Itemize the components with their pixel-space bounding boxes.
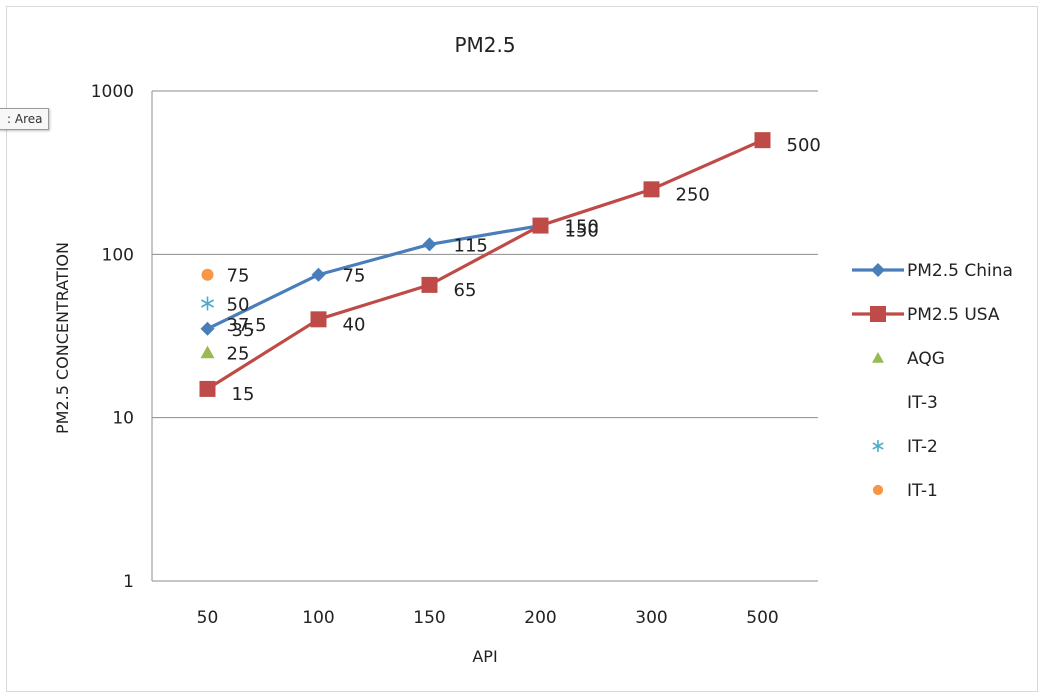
legend-label-0: PM2.5 China — [907, 261, 1013, 281]
series: 35 75 115 150 15 40 65 150 250 500 25 37.550 75 — [199, 132, 821, 405]
data-point-2-0 — [200, 345, 215, 359]
data-label-0-2: 115 — [454, 235, 488, 256]
data-label-1-1: 40 — [343, 314, 366, 335]
data-point-5-0 — [201, 268, 214, 281]
data-label-3-0: 37.5 — [227, 315, 267, 336]
chart-area-tooltip: : Area — [0, 108, 50, 130]
legend-label-2: AQG — [907, 349, 945, 369]
series-line-0 — [206, 223, 541, 331]
legend-marker-4-stroke — [872, 442, 884, 450]
data-label-1-2: 65 — [454, 280, 477, 301]
data-point-1-5 — [754, 132, 771, 149]
data-label-0-1: 75 — [343, 266, 366, 287]
axes: 1 10 100 1000 50 100 150 200 300 500 — [91, 82, 818, 628]
y-tick-label: 1000 — [91, 82, 134, 102]
data-label-1-4: 250 — [676, 184, 710, 205]
data-label-0-3: 150 — [565, 217, 599, 238]
data-label-2-0: 25 — [227, 344, 250, 365]
data-label-1-5: 500 — [787, 135, 821, 156]
x-tick-label: 200 — [524, 608, 556, 628]
y-tick-label: 10 — [112, 409, 134, 429]
data-point-1-0 — [199, 380, 216, 397]
x-axis-title: API — [472, 647, 497, 666]
data-point-0-1 — [311, 267, 326, 282]
legend: PM2.5 China PM2.5 USA AQG IT-3 IT-2 IT-1 — [852, 261, 1013, 501]
legend-label-4: IT-2 — [907, 437, 938, 457]
data-label-5-0: 75 — [227, 266, 250, 287]
data-label-1-0: 15 — [232, 384, 255, 405]
data-point-0-2 — [422, 237, 437, 252]
legend-label-1: PM2.5 USA — [907, 305, 1000, 325]
legend-label-3: IT-3 — [907, 393, 938, 413]
x-tick-label: 100 — [302, 608, 334, 628]
x-tick-label: 500 — [746, 608, 778, 628]
legend-marker-4 — [872, 440, 884, 452]
legend-marker-1 — [870, 306, 886, 322]
x-tick-label: 150 — [413, 608, 445, 628]
data-point-1-2 — [421, 276, 438, 293]
y-tick-label: 1 — [123, 572, 134, 592]
data-label-0-0: 35 — [232, 320, 255, 341]
x-tick-label: 50 — [197, 608, 219, 628]
legend-label-5: IT-1 — [907, 481, 938, 501]
data-label-4-0: 50 — [227, 295, 250, 316]
data-point-1-1 — [310, 311, 327, 328]
data-point-4-0 — [201, 296, 214, 311]
x-tick-label: 300 — [635, 608, 667, 628]
series-line-1 — [206, 138, 764, 391]
y-tick-label: 100 — [102, 245, 134, 265]
data-label-1-3: 150 — [565, 221, 599, 242]
data-point-4-0-stroke — [201, 299, 214, 308]
data-point-1-4 — [643, 181, 660, 198]
data-point-1-3 — [532, 217, 549, 234]
y-axis-title: PM2.5 CONCENTRATION — [53, 242, 72, 434]
chart-title: PM2.5 — [454, 33, 515, 57]
legend-marker-5 — [872, 484, 884, 496]
legend-marker-2 — [872, 352, 884, 363]
data-point-0-0 — [200, 321, 215, 336]
chart-frame — [6, 6, 1038, 692]
legend-marker-0 — [871, 263, 885, 277]
